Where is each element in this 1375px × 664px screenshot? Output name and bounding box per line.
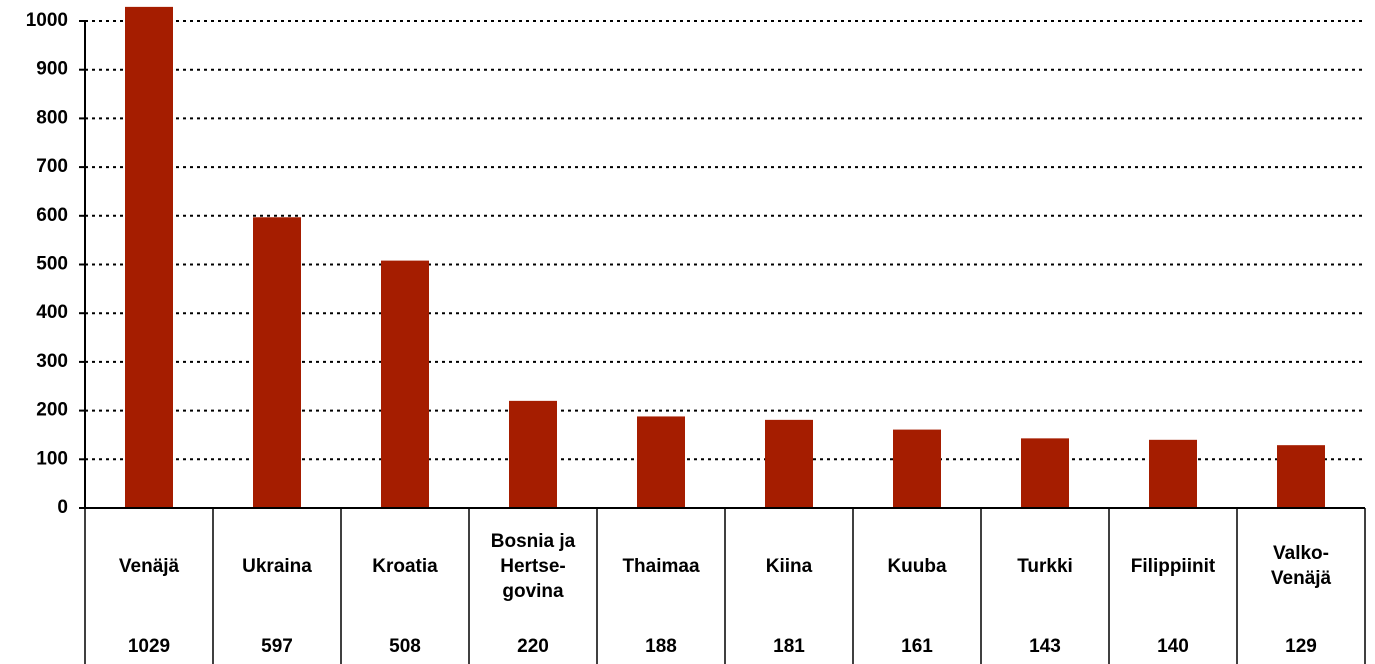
bar <box>381 260 429 508</box>
category-label: Kuuba <box>887 555 947 577</box>
bar <box>253 217 301 509</box>
y-tick-label: 200 <box>36 400 68 421</box>
category-label: Bosnia ja Hertse- govina <box>490 530 576 602</box>
category-label: Kroatia <box>372 555 438 577</box>
category-label: Thaimaa <box>622 555 700 577</box>
category-label: Filippiinit <box>1130 555 1216 577</box>
y-tick-label: 600 <box>36 205 68 226</box>
table-value: 140 <box>1157 635 1189 657</box>
table-value: 1029 <box>127 635 171 657</box>
bar <box>125 6 173 508</box>
y-tick-label: 1000 <box>26 10 68 31</box>
category-label: Ukraina <box>242 555 312 577</box>
bar <box>1277 445 1325 508</box>
y-tick-label: 0 <box>57 497 68 518</box>
bar <box>509 400 557 508</box>
category-label: Valko- Venäjä <box>1270 543 1332 589</box>
y-tick-label: 500 <box>36 254 68 275</box>
category-label: Turkki <box>1017 555 1073 577</box>
table-value: 143 <box>1029 635 1061 657</box>
y-tick-label: 700 <box>36 156 68 177</box>
y-tick-label: 800 <box>36 107 68 128</box>
bar <box>893 429 941 508</box>
bar <box>637 416 685 508</box>
bar <box>1021 438 1069 508</box>
table-value: 188 <box>645 635 677 657</box>
y-tick-label: 300 <box>36 351 68 372</box>
table-value: 181 <box>773 635 805 657</box>
table-value: 161 <box>901 635 933 657</box>
table-value: 220 <box>517 635 549 657</box>
table-value: 129 <box>1285 635 1317 657</box>
category-label: Kiina <box>765 555 813 577</box>
y-tick-label: 900 <box>36 59 68 80</box>
bar <box>1149 439 1197 508</box>
table-value: 508 <box>389 635 421 657</box>
bar <box>765 419 813 508</box>
y-tick-label: 400 <box>36 302 68 323</box>
category-label: Venäjä <box>118 555 180 577</box>
table-value: 597 <box>261 635 293 657</box>
y-tick-label: 100 <box>36 448 68 469</box>
